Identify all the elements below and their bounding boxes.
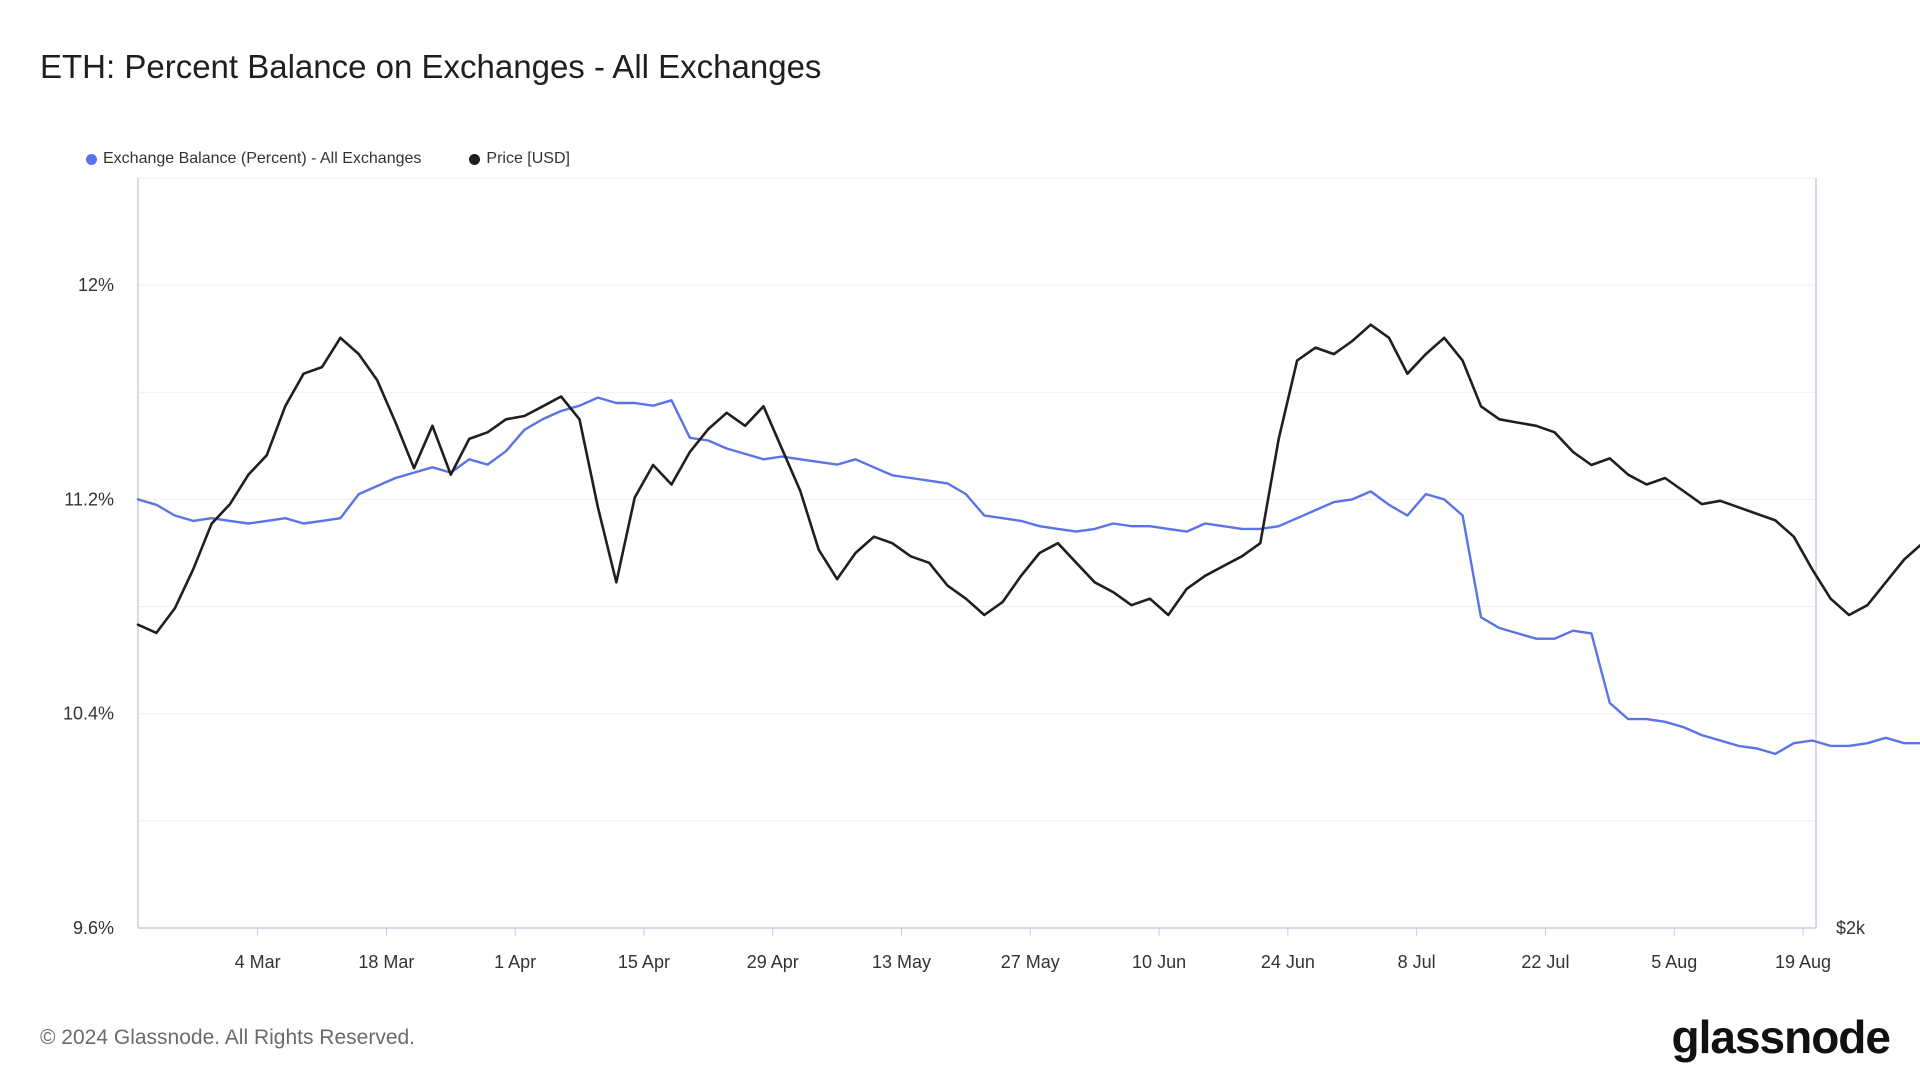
legend-label-price: Price [USD] [486,150,570,167]
x-tick-label: 24 Jun [1261,952,1315,972]
x-tick-label: 29 Apr [747,952,799,972]
x-tick-label: 19 Aug [1775,952,1831,972]
x-tick-label: 10 Jun [1132,952,1186,972]
x-tick-label: 15 Apr [618,952,670,972]
y-right-tick-label: $2k [1836,918,1866,938]
y-tick-label: 10.4% [63,704,114,724]
x-tick-label: 4 Mar [235,952,281,972]
series-line-exchange-balance [136,396,1920,756]
legend: Exchange Balance (Percent) - All Exchang… [86,150,570,168]
x-tick-label: 27 May [1001,952,1060,972]
x-tick-label: 1 Apr [494,952,536,972]
x-tick-label: 5 Aug [1651,952,1697,972]
x-tick-label: 8 Jul [1398,952,1436,972]
y-tick-label: 9.6% [73,918,114,938]
x-tick-label: 18 Mar [358,952,414,972]
legend-item-balance[interactable]: Exchange Balance (Percent) - All Exchang… [86,150,421,168]
legend-item-price[interactable]: Price [USD] [469,150,570,168]
chart-title: ETH: Percent Balance on Exchanges - All … [40,48,822,85]
y-tick-label: 11.2% [64,489,114,509]
series-line-price [136,323,1920,635]
y-tick-label: 12% [78,275,114,295]
legend-dot-price [469,153,481,165]
copyright-notice: © 2024 Glassnode. All Rights Reserved. [40,1026,416,1049]
legend-label-balance: Exchange Balance (Percent) - All Exchang… [103,150,422,167]
legend-dot-balance [86,153,97,165]
x-tick-label: 13 May [872,952,931,972]
x-tick-label: 22 Jul [1521,952,1569,972]
glassnode-logo: glassnode [1671,1011,1891,1063]
